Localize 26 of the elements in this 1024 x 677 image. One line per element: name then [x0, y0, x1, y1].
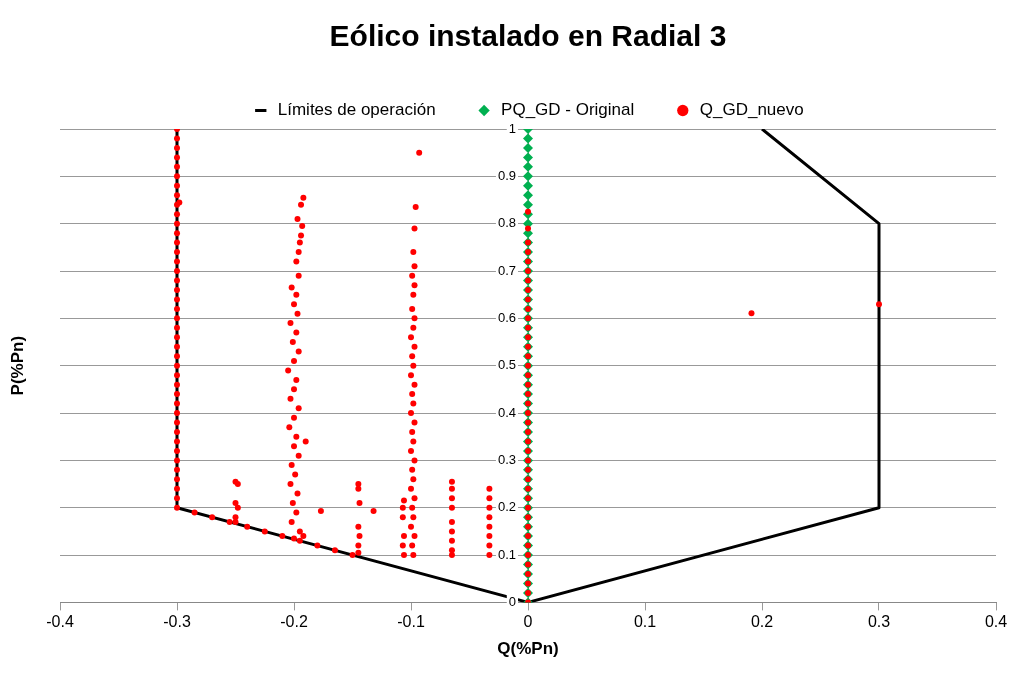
- chart-title: Eólico instalado en Radial 3: [329, 19, 727, 53]
- y-tick-label: 0.2: [497, 499, 516, 515]
- x-tick-label: -0.4: [46, 613, 74, 631]
- y-tick-label: 0.6: [497, 309, 516, 325]
- y-tick-label: 0.9: [497, 167, 516, 183]
- x-tick-label: -0.1: [397, 613, 425, 631]
- legend-label: PQ_GD - Original: [501, 100, 635, 120]
- legend-label: Límites de operación: [277, 100, 436, 120]
- y-tick-label: 0: [508, 593, 516, 609]
- y-tick-label: 0.1: [497, 546, 516, 562]
- x-axis-title: Q(%Pn): [497, 639, 559, 659]
- x-tick-label: 0.4: [984, 613, 1008, 631]
- x-tick-label: 0.1: [633, 613, 657, 631]
- y-tick-label: 0.4: [497, 404, 516, 420]
- x-tick-label: -0.3: [163, 613, 191, 631]
- y-tick-label: 0.5: [497, 357, 516, 373]
- y-tick-label: 0.8: [497, 215, 516, 231]
- y-tick-label: 0.3: [497, 451, 516, 467]
- x-tick-label: 0.3: [867, 613, 891, 631]
- y-tick-label: 1: [508, 120, 516, 136]
- x-tick-label: 0.2: [750, 613, 774, 631]
- x-tick-label: 0: [523, 613, 533, 631]
- y-axis-title: P(%Pn): [7, 335, 27, 396]
- x-tick-label: -0.2: [280, 613, 308, 631]
- legend-label: Q_GD_nuevo: [699, 100, 804, 120]
- y-tick-label: 0.7: [497, 262, 516, 278]
